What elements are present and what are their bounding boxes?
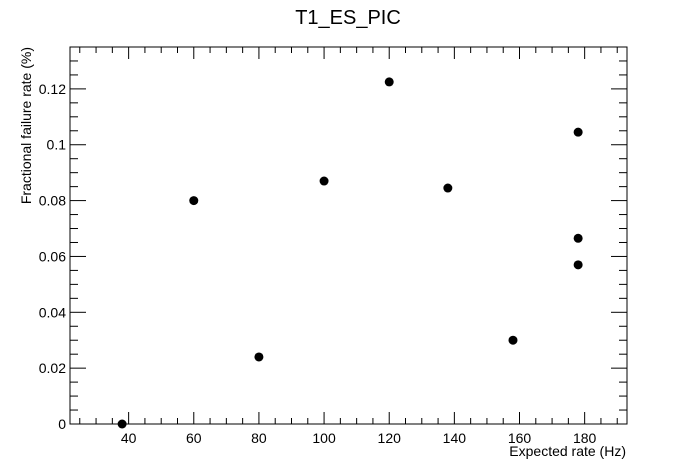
y-axis-ticks — [70, 46, 627, 425]
x-tick-label: 120 — [378, 430, 402, 446]
x-tick-label: 100 — [312, 430, 336, 446]
data-point — [117, 419, 127, 429]
x-tick-label: 160 — [508, 430, 532, 446]
y-tick-label: 0.1 — [47, 137, 67, 153]
y-tick-label: 0.12 — [39, 81, 66, 97]
data-point — [573, 260, 583, 270]
y-tick-label: 0.02 — [39, 360, 66, 376]
plot-frame — [69, 46, 628, 425]
y-tick-label: 0.04 — [39, 304, 66, 320]
x-tick-label: 180 — [573, 430, 597, 446]
data-point — [573, 127, 583, 137]
data-point — [384, 77, 394, 87]
data-point — [573, 233, 583, 243]
y-tick-label: 0 — [58, 416, 66, 432]
x-tick-label: 140 — [443, 430, 467, 446]
data-point — [443, 183, 453, 193]
data-points — [117, 77, 583, 429]
x-tick-label: 80 — [251, 430, 267, 446]
x-tick-label: 60 — [186, 430, 202, 446]
data-point — [508, 335, 518, 345]
x-axis-ticks — [79, 47, 618, 424]
x-axis-tick-labels: 40 60 80 100 120 140 160 180 — [121, 430, 597, 446]
y-tick-label: 0.08 — [39, 193, 66, 209]
data-point — [189, 196, 199, 206]
y-axis-label: Fractional failure rate (%) — [18, 47, 34, 204]
x-tick-label: 40 — [121, 430, 137, 446]
y-tick-label: 0.06 — [39, 248, 66, 264]
chart-title: T1_ES_PIC — [295, 7, 401, 29]
data-point — [254, 352, 264, 362]
data-point — [319, 176, 329, 186]
y-axis-tick-labels: 0 0.02 0.04 0.06 0.08 0.1 0.12 — [39, 81, 66, 432]
x-axis-label: Expected rate (Hz) — [509, 443, 626, 459]
